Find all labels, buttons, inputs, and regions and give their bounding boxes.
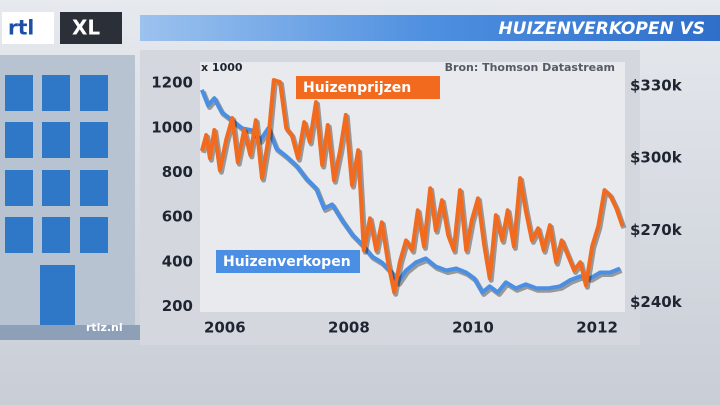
chart-title: HUIZENVERKOPEN VS bbox=[498, 19, 705, 39]
logo-box bbox=[60, 12, 122, 44]
x-tick-label: 2012 bbox=[576, 319, 618, 337]
y-tick-label: 400 bbox=[162, 252, 193, 270]
legend-box bbox=[296, 76, 440, 99]
series-line bbox=[200, 89, 621, 295]
y2-tick-label: $270k bbox=[630, 221, 683, 239]
site-url: rtlz.nl bbox=[86, 321, 123, 334]
title-banner bbox=[140, 15, 720, 41]
logo-text: rtl bbox=[8, 16, 34, 40]
y-tick-label: 200 bbox=[162, 297, 193, 315]
logo-box bbox=[2, 12, 54, 44]
legend-box bbox=[216, 250, 360, 273]
y2-tick-label: $240k bbox=[630, 293, 683, 311]
y-tick-label: 800 bbox=[162, 163, 193, 181]
logo-text: XL bbox=[72, 16, 100, 40]
legend-label: Huizenverkopen bbox=[223, 254, 351, 270]
y-tick-label: 1000 bbox=[151, 118, 193, 136]
building bbox=[0, 55, 140, 340]
x-tick-label: 2008 bbox=[328, 319, 370, 337]
y2-tick-label: $300k bbox=[630, 149, 683, 167]
y-tick-label: 600 bbox=[162, 208, 193, 226]
x-tick-label: 2010 bbox=[452, 319, 494, 337]
series-line bbox=[199, 78, 625, 295]
plot-area bbox=[200, 62, 625, 312]
y2-tick-label: $330k bbox=[630, 77, 683, 95]
y-tick-label: 1200 bbox=[151, 74, 193, 92]
legend-label: Huizenprijzen bbox=[303, 80, 411, 96]
unit-note: x 1000 bbox=[201, 61, 243, 74]
x-tick-label: 2006 bbox=[204, 319, 246, 337]
source-note: Bron: Thomson Datastream bbox=[445, 61, 615, 74]
